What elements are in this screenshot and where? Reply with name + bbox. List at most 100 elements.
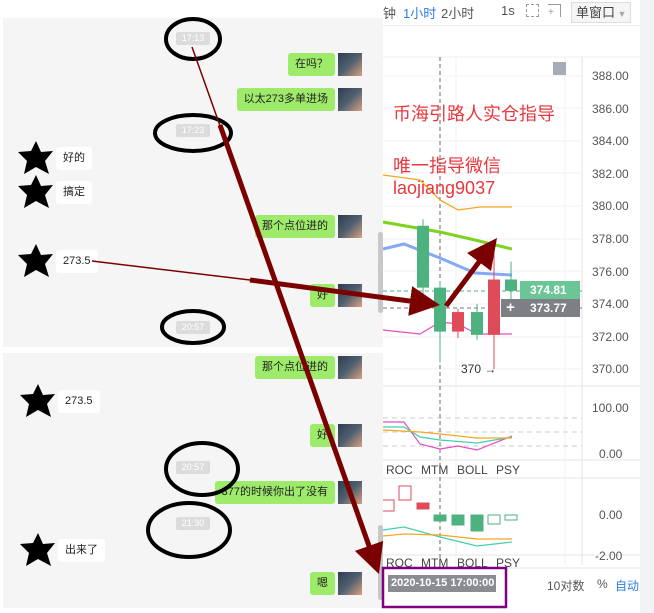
candle-body [488, 279, 500, 335]
timestamp: 21:30 [176, 517, 210, 530]
interval-2h-tab[interactable]: 2小时 [441, 6, 475, 21]
macd-bar [487, 514, 501, 525]
divider [383, 25, 640, 26]
timestamp: 17:13 [176, 32, 210, 45]
avatar[interactable] [338, 215, 362, 238]
sent-message[interactable]: 那个点位进的 [255, 215, 335, 238]
sent-message[interactable]: 好 [310, 284, 335, 307]
ind1-axis-bottom: 0.00 [599, 447, 623, 461]
indicator-line [383, 426, 513, 444]
avatar[interactable] [338, 88, 362, 111]
moving-average-line [382, 242, 513, 277]
sent-message[interactable]: 那个点位进的 [255, 356, 335, 379]
interval-1h-tab[interactable]: 1小时 [403, 6, 437, 21]
sent-message[interactable]: 好 [310, 424, 335, 447]
sent-message[interactable]: 以太273多单进场 [236, 88, 335, 111]
expand-icon[interactable] [553, 62, 566, 75]
annotation-line1: 币海引路人实仓指导 [393, 104, 555, 124]
candle-body [434, 287, 446, 332]
price-axis-label: 384.00 [592, 134, 629, 149]
price-axis-label: 378.00 [592, 232, 629, 246]
last-price-tag: 374.81 [520, 281, 580, 299]
indicator-tab[interactable]: MTM [421, 463, 449, 477]
indicator-tab[interactable]: ROC [386, 556, 413, 570]
avatar[interactable] [338, 284, 362, 307]
fullscreen-icon[interactable] [526, 4, 539, 17]
crosshair-plus-icon[interactable]: + [506, 299, 515, 316]
sent-message[interactable]: 377的时候你出了没有 [214, 481, 335, 504]
indicator-line [382, 429, 512, 439]
avatar[interactable] [338, 424, 362, 447]
right-strip [640, 0, 654, 613]
chat-panel-bottom: 那个点位进的 273.5 好 20:57 377的时候你出了没有 21:30 出来了嗯 [3, 353, 383, 608]
scrollbar[interactable] [378, 232, 383, 313]
macd-bar [433, 514, 447, 522]
indicator-line [383, 421, 513, 451]
price-axis-label: 370.00 [592, 362, 629, 377]
ind2-axis-bottom: -2.00 [595, 549, 623, 563]
timestamp: 17:23 [176, 124, 210, 137]
macd-bar [381, 499, 395, 512]
indicator-tab[interactable]: BOLL [457, 463, 488, 477]
macd-bar [416, 502, 430, 510]
log-scale-toggle[interactable]: 10对数 [547, 579, 585, 593]
ind1-axis-top: 100.00 [592, 401, 629, 415]
avatar[interactable] [20, 533, 56, 567]
indicator-tab[interactable]: PSY [496, 463, 521, 477]
candle-body [417, 225, 429, 288]
chat-panel-top: 17:13 在吗？ 以太273多单进场 17:23 好的搞定那个点位进的 273.5 好 20… [3, 18, 383, 347]
received-message[interactable]: 出来了 [58, 539, 105, 562]
add-window-icon[interactable]: + [548, 4, 561, 18]
ind2-axis-top: 0.00 [599, 508, 623, 522]
avatar[interactable] [18, 175, 54, 209]
price-axis-label: 388.00 [592, 69, 629, 83]
received-message[interactable]: 273.5 [56, 250, 98, 273]
scrollbar[interactable] [378, 525, 383, 600]
indicator-line [382, 533, 512, 540]
interval-1s-tab[interactable]: 1s [501, 3, 515, 18]
avatar[interactable] [18, 141, 54, 175]
price-axis-label: 386.00 [592, 101, 629, 116]
annotation-line2: 唯一指导微信 [393, 156, 501, 176]
interval-partial[interactable]: 钟 [383, 6, 397, 21]
low-price-label: 370 → [461, 362, 497, 376]
avatar[interactable] [18, 244, 54, 278]
avatar[interactable] [338, 481, 362, 504]
price-axis-label: 372.00 [592, 329, 629, 344]
macd-bar [470, 514, 484, 532]
indicator-tab[interactable]: ROC [386, 463, 413, 477]
price-axis-label: 380.00 [592, 199, 629, 214]
macd-bar [451, 514, 465, 526]
moving-average-line [382, 174, 512, 211]
cursor-price-tag: +373.77 [501, 299, 580, 317]
macd-bar [504, 514, 518, 521]
crosshair-datetime: 2020-10-15 17:00:00 [388, 575, 496, 592]
indicator-tab[interactable]: PSY [496, 556, 521, 570]
cursor-price: 373.77 [530, 301, 567, 315]
timestamp: 20:57 [176, 321, 210, 334]
candle-body [505, 279, 517, 291]
caret-down-icon: ▼ [615, 9, 627, 19]
avatar[interactable] [338, 572, 362, 595]
auto-scale-toggle[interactable]: 自动 [615, 579, 640, 593]
price-axis-label: 376.00 [592, 264, 629, 279]
sent-message[interactable]: 嗯 [310, 572, 335, 595]
price-axis-label: 374.00 [592, 297, 629, 312]
candle-body [471, 312, 483, 335]
candle-body [452, 312, 464, 332]
sent-message[interactable]: 在吗？ [288, 53, 335, 76]
macd-bar [398, 485, 412, 501]
percent-toggle[interactable]: % [597, 577, 608, 591]
timestamp: 20:57 [176, 461, 210, 474]
window-mode-select[interactable]: 单窗口 ▼ [571, 2, 631, 23]
avatar[interactable] [338, 53, 362, 76]
received-message[interactable]: 273.5 [58, 390, 100, 413]
avatar[interactable] [338, 356, 362, 379]
avatar[interactable] [20, 384, 56, 418]
received-message[interactable]: 好的 [56, 147, 92, 170]
indicator-tab[interactable]: MTM [421, 556, 449, 570]
annotation-line3: laojiang9037 [393, 178, 496, 198]
received-message[interactable]: 搞定 [56, 181, 92, 204]
indicator-tab[interactable]: BOLL [457, 556, 488, 570]
window-mode-label: 单窗口 [576, 5, 616, 20]
